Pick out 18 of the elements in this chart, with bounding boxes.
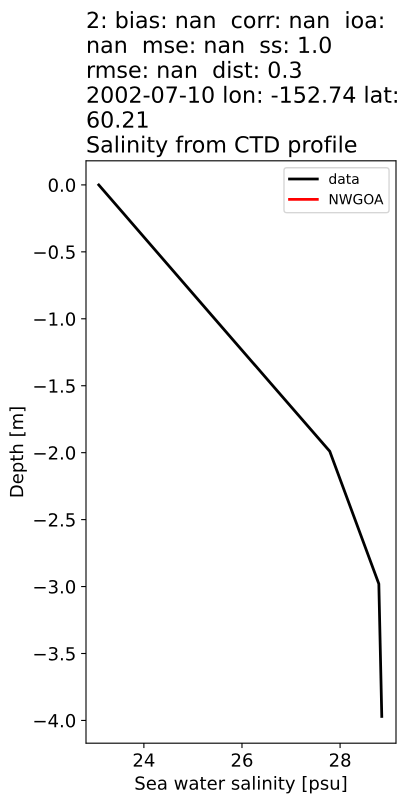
x-tick-label: 28 [330,753,350,767]
y-tick-label: 0.0 [48,178,76,192]
y-tick-label: −3.5 [34,646,75,661]
y-tick-label: −2.0 [34,446,76,460]
x-tick-label: 24 [134,753,154,767]
y-axis-title: Depth [m] [9,407,27,496]
x-tick-label: 26 [232,753,252,767]
legend-label: data [329,173,358,184]
y-tick-label: −3.0 [34,580,76,594]
y-tick-label: −2.5 [34,513,75,527]
y-tick-label: −1.5 [34,379,75,393]
line-series [97,184,384,718]
y-tick-label: −0.5 [34,245,75,259]
legend-label: NWGOA [330,194,384,204]
x-axis-title: Sea water salinity [psu] [135,776,346,794]
chart-title: 2: bias: nan corr: nan ioa: nan mse: nan ss: 1.0 rmse: nan dist: 0.3 2002-07-10 lon: -152.74 lat: 60.21 Salinity from CTD profile [87,11,397,158]
y-tick-label: −1.0 [34,312,76,326]
y-tick-label: −4.0 [34,714,76,728]
